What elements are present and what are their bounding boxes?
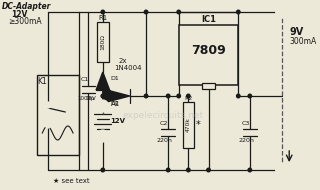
Circle shape (185, 54, 196, 66)
Circle shape (101, 10, 105, 14)
Circle shape (177, 94, 180, 98)
Circle shape (97, 130, 108, 142)
Text: ★ see text: ★ see text (53, 178, 90, 184)
Text: 470k: 470k (186, 118, 191, 132)
Text: D2: D2 (110, 101, 119, 106)
Text: A1: A1 (110, 101, 120, 107)
Text: 12V: 12V (12, 10, 28, 19)
Bar (36, 75, 79, 155)
Text: 180Ω: 180Ω (100, 34, 105, 50)
Circle shape (45, 102, 51, 108)
Circle shape (45, 122, 51, 128)
Circle shape (166, 168, 170, 172)
Text: 220n: 220n (238, 138, 254, 143)
Bar (202, 83, 215, 89)
Polygon shape (103, 89, 130, 103)
Circle shape (144, 10, 148, 14)
Circle shape (276, 6, 287, 18)
Text: +: + (277, 7, 285, 17)
Circle shape (207, 168, 210, 172)
Bar (179, 25, 238, 85)
Bar (183, 102, 194, 148)
Circle shape (187, 168, 190, 172)
Text: C3: C3 (242, 121, 250, 126)
Polygon shape (96, 72, 109, 90)
Circle shape (236, 94, 240, 98)
Circle shape (101, 94, 105, 98)
Circle shape (187, 94, 190, 98)
Text: C2: C2 (160, 121, 169, 126)
Text: 2x: 2x (118, 58, 127, 64)
Text: *: * (196, 120, 201, 130)
Circle shape (166, 94, 170, 98)
Text: 12V: 12V (110, 118, 125, 124)
Text: 1N4004: 1N4004 (114, 65, 142, 71)
Text: DC-Adapter: DC-Adapter (2, 2, 51, 11)
Text: ≥300mA: ≥300mA (8, 17, 41, 26)
Text: 220n: 220n (156, 138, 172, 143)
Circle shape (97, 100, 108, 112)
Circle shape (144, 94, 148, 98)
Text: 9V: 9V (289, 27, 303, 37)
Circle shape (248, 168, 252, 172)
Circle shape (177, 10, 180, 14)
Circle shape (101, 168, 105, 172)
Text: K1: K1 (37, 77, 47, 86)
Text: +: + (99, 101, 107, 111)
Text: C1: C1 (80, 77, 89, 82)
Text: 7809: 7809 (191, 44, 226, 58)
Circle shape (248, 94, 252, 98)
Circle shape (276, 164, 287, 176)
Text: IC1: IC1 (201, 15, 216, 24)
Text: expelecircuits.net: expelecircuits.net (123, 111, 204, 120)
Text: R2: R2 (184, 96, 192, 101)
Text: D1: D1 (110, 75, 119, 81)
Circle shape (221, 54, 233, 66)
Text: −: − (99, 131, 106, 140)
Text: 1000μ: 1000μ (78, 96, 95, 101)
Text: 16V: 16V (85, 96, 96, 101)
Bar (97, 22, 108, 62)
Text: R1: R1 (98, 15, 108, 21)
Text: −: − (278, 165, 285, 174)
Circle shape (236, 10, 240, 14)
Text: 300mA: 300mA (289, 37, 316, 47)
